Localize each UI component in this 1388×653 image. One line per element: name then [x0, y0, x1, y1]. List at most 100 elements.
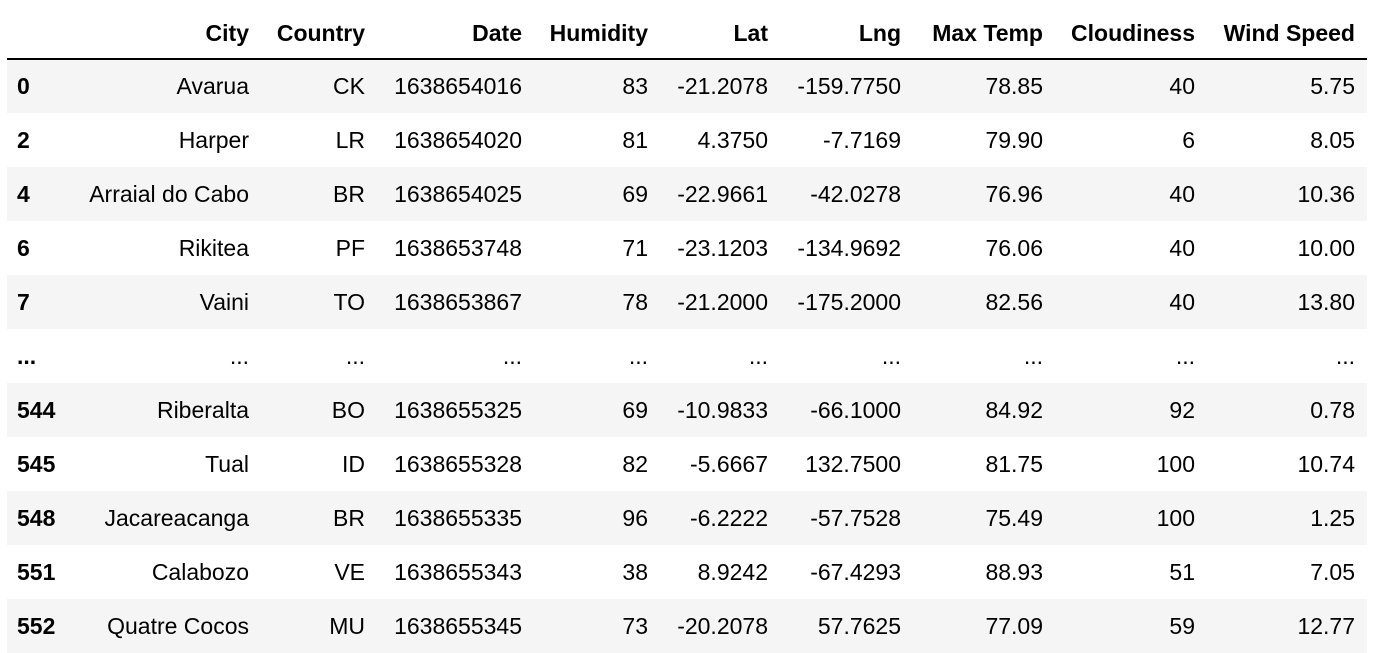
table-cell: BR: [333, 180, 365, 207]
column-header: Date: [377, 8, 534, 60]
table-cell: Vaini: [199, 288, 249, 315]
table-cell: 8.05: [1310, 126, 1355, 153]
table-cell: ...: [345, 342, 365, 369]
table-cell: 78: [622, 288, 648, 315]
table-cell: 1638655343: [394, 558, 522, 585]
dataframe-table: City Country Date Humidity Lat Lng Max Temp Clo…: [7, 8, 1367, 653]
table-cell: 7.05: [1310, 558, 1355, 585]
column-header: City: [69, 8, 261, 60]
table-cell: 0.78: [1310, 396, 1355, 423]
table-cell: ...: [748, 342, 768, 369]
row-index: 0: [17, 73, 30, 99]
table-cell: ...: [1023, 342, 1043, 369]
table-cell: Riberalta: [156, 396, 249, 423]
table-cell: 100: [1156, 450, 1195, 477]
table-row: 4 Arraial do Cabo BR 1638654025 69 -22.9661 -4…: [7, 167, 1367, 221]
table-cell: MU: [329, 612, 365, 639]
table-cell: Jacareacanga: [104, 504, 250, 531]
table-row: 2 Harper LR 1638654020 81 4.3750 -7.7169 79.90 6…: [7, 113, 1367, 167]
table-cell: 5.75: [1310, 73, 1355, 99]
table-cell: 81: [622, 126, 648, 153]
table-cell: -21.2000: [677, 288, 768, 315]
table-cell: 100: [1156, 504, 1195, 531]
table-cell: 75.49: [985, 504, 1043, 531]
table-cell: PF: [335, 234, 365, 261]
table-cell: 73: [622, 612, 648, 639]
table-cell: 69: [622, 180, 648, 207]
table-row: 545 Tual ID 1638655328 82 -5.6667 132.7500 81.7…: [7, 437, 1367, 491]
table-cell: 81.75: [985, 450, 1043, 477]
table-cell: -6.2222: [689, 504, 768, 531]
column-header: Country: [261, 8, 377, 60]
table-cell: 71: [622, 234, 648, 261]
table-cell: -134.9692: [797, 234, 901, 261]
table-cell: Arraial do Cabo: [89, 180, 249, 207]
table-cell: 79.90: [985, 126, 1043, 153]
table-cell: 1638653748: [394, 234, 522, 261]
table-cell: 82: [622, 450, 648, 477]
table-cell: 40: [1169, 73, 1195, 99]
table-cell: -21.2078: [677, 73, 768, 99]
table-cell: Quatre Cocos: [107, 612, 249, 639]
table-cell: -22.9661: [677, 180, 768, 207]
table-cell: 1638655345: [394, 612, 522, 639]
table-cell: -57.7528: [810, 504, 901, 531]
table-cell: 13.80: [1297, 288, 1355, 315]
table-cell: 40: [1169, 288, 1195, 315]
table-cell: ...: [1175, 342, 1195, 369]
table-cell: 6: [1182, 126, 1195, 153]
table-header: City Country Date Humidity Lat Lng Max Temp Clo…: [7, 8, 1367, 60]
table-cell: 10.74: [1297, 450, 1355, 477]
table-cell: 1.25: [1310, 504, 1355, 531]
table-cell: -175.2000: [797, 288, 901, 315]
table-cell: 76.06: [985, 234, 1043, 261]
table-cell: 1638654016: [394, 73, 522, 99]
table-row: 548 Jacareacanga BR 1638655335 96 -6.2222 -57.…: [7, 491, 1367, 545]
row-index: ...: [17, 342, 37, 369]
table-cell: BR: [333, 504, 365, 531]
table-cell: 8.9242: [697, 558, 768, 585]
column-header: Cloudiness: [1055, 8, 1207, 60]
ellipsis-row: ..............................: [7, 329, 1367, 383]
column-header: Wind Speed: [1207, 8, 1367, 60]
row-index: 551: [17, 558, 56, 585]
table-cell: Avarua: [176, 73, 249, 99]
header-row: City Country Date Humidity Lat Lng Max Temp Clo…: [7, 8, 1367, 60]
table-row: 7 Vaini TO 1638653867 78 -21.2000 -175.2000 82.…: [7, 275, 1367, 329]
table-cell: -42.0278: [810, 180, 901, 207]
table-cell: -7.7169: [822, 126, 901, 153]
table-cell: 1638653867: [394, 288, 522, 315]
table-cell: -20.2078: [677, 612, 768, 639]
table-cell: Harper: [178, 126, 249, 153]
table-cell: 59: [1169, 612, 1195, 639]
table-cell: 40: [1169, 234, 1195, 261]
table-cell: ...: [881, 342, 901, 369]
table-cell: TO: [333, 288, 365, 315]
table-cell: 57.7625: [817, 612, 901, 639]
table-cell: 1638654025: [394, 180, 522, 207]
table-cell: VE: [334, 558, 365, 585]
table-row: 6 Rikitea PF 1638653748 71 -23.1203 -134.9692 7…: [7, 221, 1367, 275]
dataframe-output: City Country Date Humidity Lat Lng Max Temp Clo…: [7, 8, 1367, 653]
row-index: 7: [17, 288, 30, 315]
table-cell: 1638655335: [394, 504, 522, 531]
row-index: 544: [17, 396, 56, 423]
table-cell: 77.09: [985, 612, 1043, 639]
table-row: 0 Avarua CK 1638654016 83 -21.2078 -159.7750 78…: [7, 59, 1367, 113]
table-row: 552 Quatre Cocos MU 1638655345 73 -20.2078 57.…: [7, 599, 1367, 653]
row-index: 4: [17, 180, 30, 207]
table-cell: LR: [335, 126, 365, 153]
table-cell: -5.6667: [689, 450, 768, 477]
table-body: 0 Avarua CK 1638654016 83 -21.2078 -159.7750 78…: [7, 59, 1367, 653]
table-cell: 84.92: [985, 396, 1043, 423]
row-index: 6: [17, 234, 30, 261]
column-header: Humidity: [534, 8, 660, 60]
table-cell: 132.7500: [805, 450, 901, 477]
table-cell: 96: [622, 504, 648, 531]
table-cell: 40: [1169, 180, 1195, 207]
table-cell: 78.85: [985, 73, 1043, 99]
table-row: 551 Calabozo VE 1638655343 38 8.9242 -67.4293 8…: [7, 545, 1367, 599]
table-cell: -159.7750: [797, 73, 901, 99]
table-cell: ...: [628, 342, 648, 369]
table-cell: 82.56: [985, 288, 1043, 315]
